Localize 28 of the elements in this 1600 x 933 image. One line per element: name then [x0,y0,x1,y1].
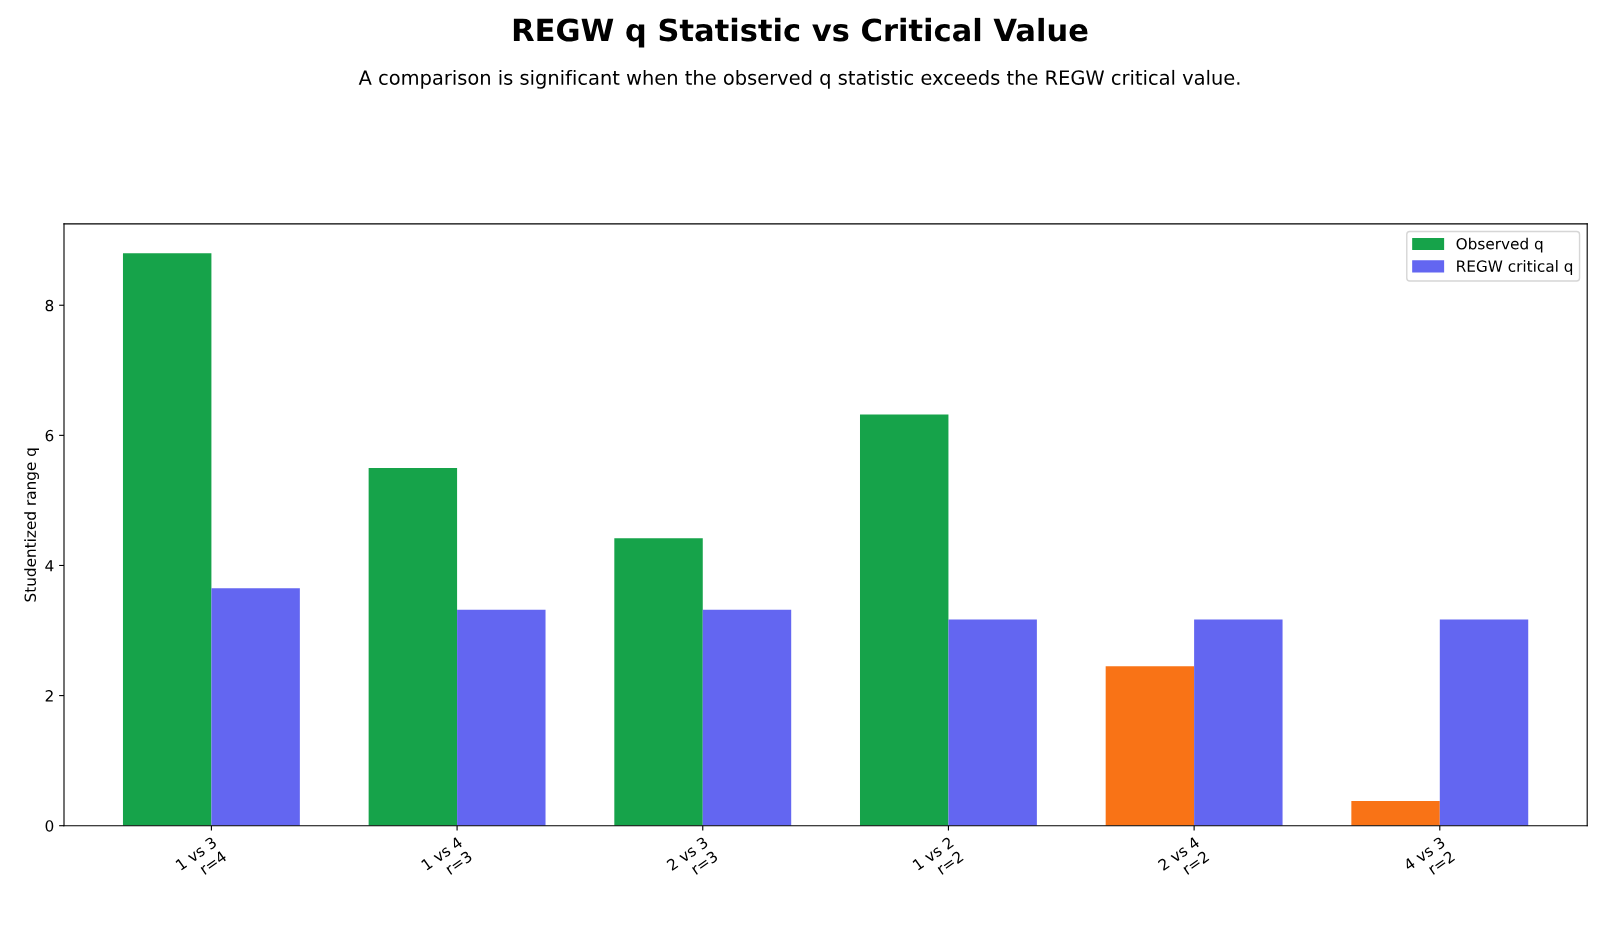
y-tick-label: 8 [45,299,54,312]
y-tick-label: 6 [45,429,54,442]
bar [457,609,546,826]
bar [368,467,458,826]
x-tick-label: 4 vs 3 r=2 [1402,836,1456,875]
x-tick-label: 1 vs 4 r=3 [420,836,473,875]
bar [859,414,949,826]
bar [122,253,212,826]
y-tick-label: 0 [45,820,54,832]
chart-title: REGW q Statistic vs Critical Value [513,17,1088,48]
bar [702,609,792,826]
x-tick-label: 1 vs 3 r=4 [175,836,228,875]
bar [1351,800,1440,826]
bar [1439,619,1529,826]
y-tick-label: 2 [45,690,53,702]
legend-label: REGW critical q [1457,260,1573,275]
legend-label: Observed q [1456,237,1543,253]
x-tick-label: 2 vs 3 r=3 [666,836,719,875]
chart-subtitle: A comparison is significant when the observed q statistic exceeds the REGW critical value. [358,69,1240,89]
bar [1105,666,1195,826]
x-tick-label: 2 vs 4 r=2 [1157,836,1210,875]
y-axis-title: Studentized range q [24,448,39,602]
x-tick-label: 1 vs 2 r=2 [912,836,964,875]
bar [614,538,703,826]
bar [948,619,1037,826]
bar [1194,619,1283,826]
bar [211,588,300,826]
y-tick-label: 4 [45,560,54,572]
